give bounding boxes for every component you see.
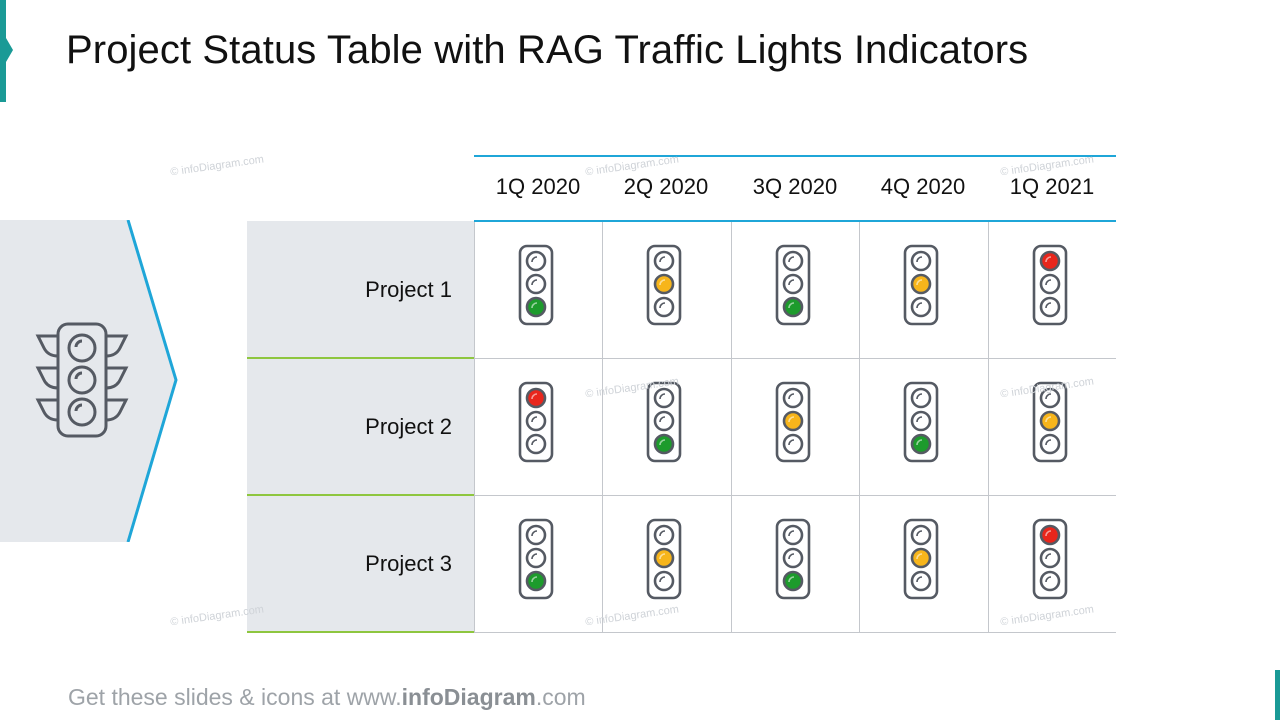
header-rule-bottom xyxy=(474,220,1116,222)
traffic-light-icon xyxy=(903,518,939,600)
row-divider xyxy=(247,631,474,633)
status-cell-red xyxy=(474,358,602,495)
column-header: 3Q 2020 xyxy=(752,174,838,199)
status-cell-amber xyxy=(731,358,859,495)
column-header: 1Q 2021 xyxy=(1009,174,1095,199)
row-divider xyxy=(247,357,474,359)
footer-prefix: Get these slides & icons at www. xyxy=(68,684,402,710)
column-header: 4Q 2020 xyxy=(880,174,966,199)
traffic-light-icon xyxy=(775,518,811,600)
row-label-background xyxy=(247,221,474,358)
header-rule-top xyxy=(474,155,1116,157)
status-cell-amber xyxy=(859,221,987,358)
watermark: © infoDiagram.com xyxy=(169,153,265,179)
grid-line xyxy=(474,358,1116,359)
side-chevron-panel xyxy=(0,220,180,542)
grid-line xyxy=(602,222,603,632)
row-label-project-2: Project 2 xyxy=(365,414,452,439)
traffic-light-icon xyxy=(1032,244,1068,326)
grid-line xyxy=(474,632,1116,633)
traffic-light-icon xyxy=(646,381,682,463)
traffic-light-icon xyxy=(775,381,811,463)
traffic-light-icon xyxy=(903,381,939,463)
status-cell-green xyxy=(731,221,859,358)
row-label-background xyxy=(247,495,474,632)
traffic-light-icon xyxy=(34,322,130,445)
status-cell-green xyxy=(474,221,602,358)
column-header: 1Q 2020 xyxy=(495,174,581,199)
traffic-light-icon xyxy=(646,244,682,326)
traffic-light-icon xyxy=(903,244,939,326)
status-cell-red xyxy=(988,221,1116,358)
status-cell-green xyxy=(602,358,730,495)
footer-brand: infoDiagram xyxy=(401,684,536,710)
column-header: 2Q 2020 xyxy=(623,174,709,199)
footer-credit: Get these slides & icons at www.infoDiag… xyxy=(68,684,586,711)
status-cell-amber xyxy=(988,358,1116,495)
status-cell-amber xyxy=(859,495,987,632)
traffic-light-icon xyxy=(518,381,554,463)
status-cell-amber xyxy=(602,221,730,358)
page-title: Project Status Table with RAG Traffic Li… xyxy=(66,28,1029,72)
grid-line xyxy=(731,222,732,632)
row-label-project-3: Project 3 xyxy=(365,551,452,576)
traffic-light-icon xyxy=(1032,518,1068,600)
grid-line xyxy=(474,495,1116,496)
accent-arrow xyxy=(6,38,13,62)
accent-bar-right xyxy=(1275,670,1280,720)
status-cell-amber xyxy=(602,495,730,632)
row-divider xyxy=(247,494,474,496)
traffic-light-icon xyxy=(646,518,682,600)
traffic-light-icon xyxy=(518,518,554,600)
status-cell-green xyxy=(731,495,859,632)
grid-line xyxy=(859,222,860,632)
accent-bar xyxy=(0,0,6,102)
row-label-background xyxy=(247,358,474,495)
row-label-project-1: Project 1 xyxy=(365,277,452,302)
status-cell-red xyxy=(988,495,1116,632)
status-cell-green xyxy=(859,358,987,495)
traffic-light-icon xyxy=(1032,381,1068,463)
footer-suffix: .com xyxy=(535,684,586,710)
grid-line xyxy=(474,222,475,632)
traffic-light-icon xyxy=(518,244,554,326)
grid-line xyxy=(988,222,989,632)
status-cell-green xyxy=(474,495,602,632)
traffic-light-icon xyxy=(775,244,811,326)
